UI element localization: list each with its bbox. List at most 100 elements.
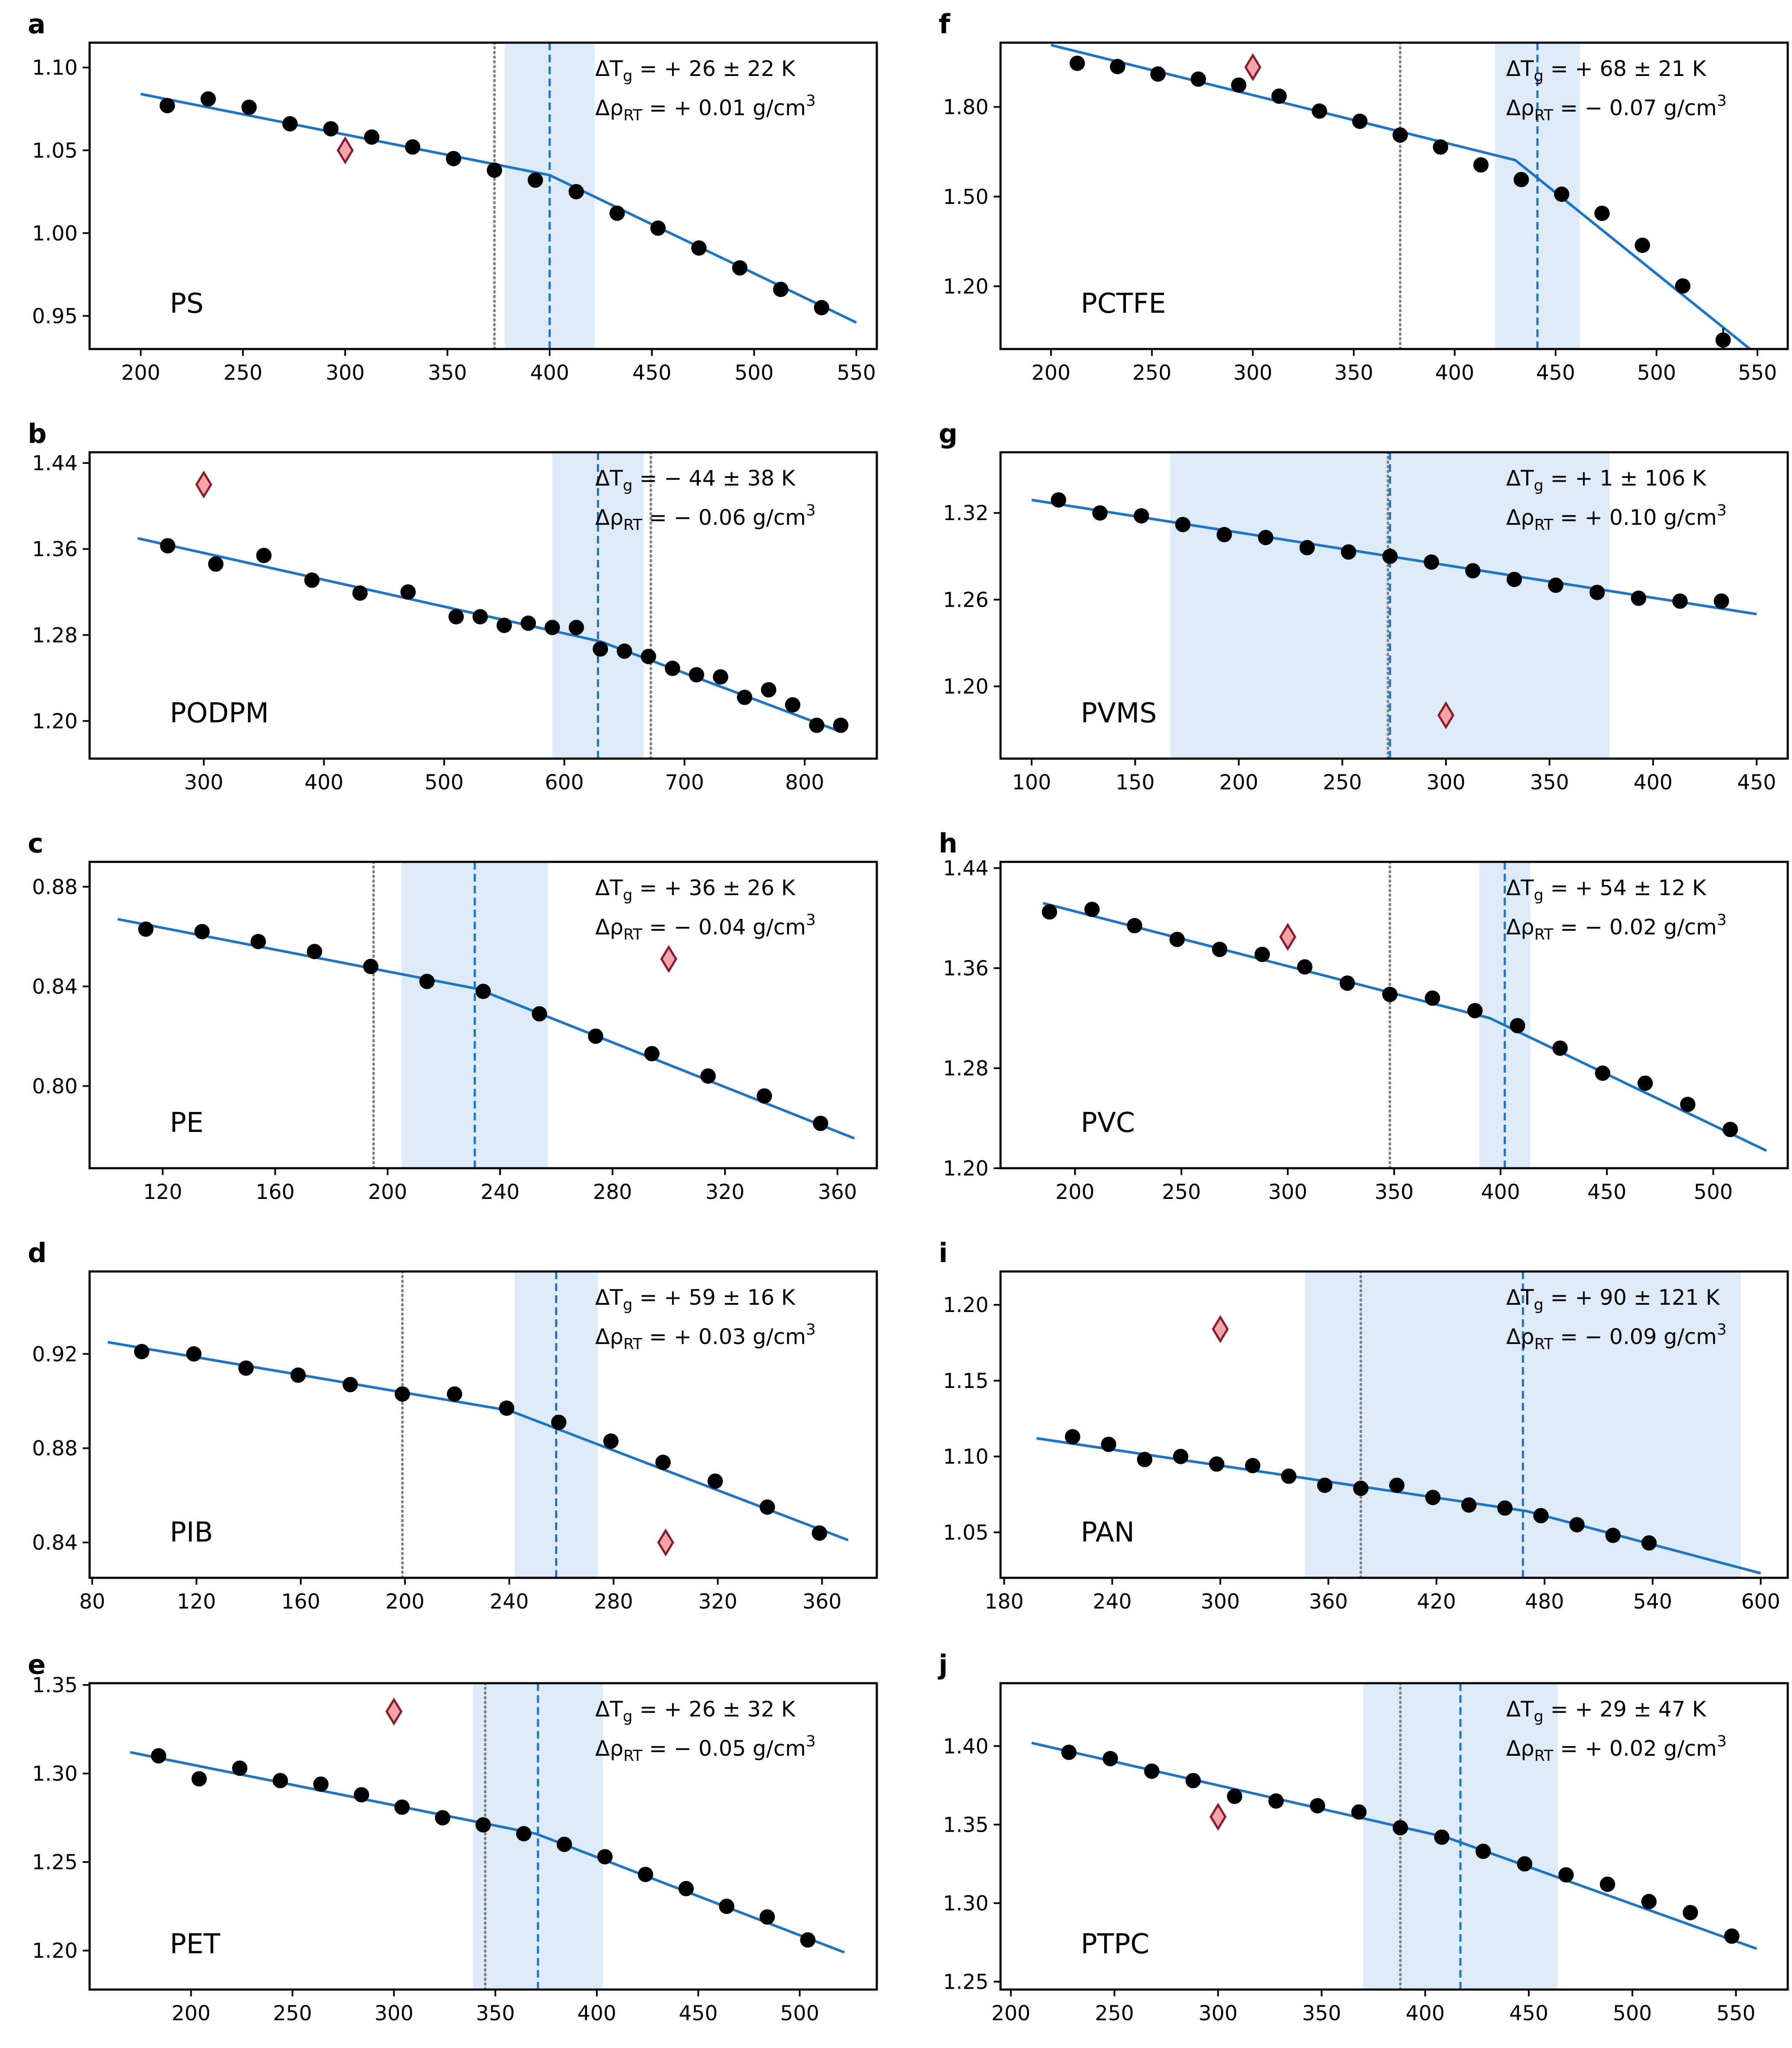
tg-uncertainty-band	[1363, 1683, 1558, 1990]
label-text: Δρ	[1506, 505, 1534, 530]
y-tick-label: 1.00	[32, 221, 78, 245]
data-point	[1475, 1843, 1491, 1859]
data-point	[400, 584, 416, 600]
label-text: = + 26 ± 32 K	[633, 1697, 796, 1722]
x-tick-label: 160	[256, 1180, 295, 1204]
chart-panel-g: 100 150 200 250 300 350 400 450 1.20 1.26 1.32 g PVM…	[939, 418, 1789, 794]
label-subscript: g	[623, 477, 633, 495]
data-point	[719, 1898, 735, 1914]
delta-rho-label: ΔρRT = − 0.04 g/cm3	[595, 911, 816, 943]
x-tick-label: 540	[1633, 1590, 1673, 1614]
data-point	[405, 139, 421, 155]
panel-letter: f	[939, 9, 951, 40]
data-point	[134, 1344, 150, 1359]
x-tick-label: 200	[385, 1590, 425, 1614]
x-tick-label: 360	[803, 1590, 842, 1614]
x-tick-label: 160	[281, 1590, 320, 1614]
data-point	[1558, 1867, 1574, 1883]
data-point	[1281, 1468, 1297, 1484]
label-subscript: RT	[1534, 516, 1553, 534]
x-tick-label: 450	[679, 2001, 718, 2025]
x-tick-label: 300	[326, 361, 365, 385]
data-point	[1061, 1745, 1077, 1760]
plot-area	[137, 452, 849, 759]
data-point	[544, 620, 560, 635]
x-tick-label: 240	[480, 1180, 520, 1204]
x-tick-label: 250	[1323, 771, 1362, 794]
data-point	[1392, 127, 1408, 143]
label-text: ΔT	[1506, 56, 1534, 81]
data-point	[486, 162, 502, 178]
data-point	[232, 1760, 247, 1776]
data-point	[1467, 1003, 1483, 1018]
label-subscript: RT	[623, 926, 643, 943]
data-point	[272, 1773, 288, 1789]
data-point	[1110, 59, 1126, 75]
data-point	[1425, 1489, 1441, 1505]
data-point	[568, 184, 584, 200]
data-point	[650, 220, 666, 236]
x-tick-label: 300	[374, 2001, 413, 2025]
x-tick-label: 500	[1637, 361, 1676, 385]
plot-area	[1031, 1683, 1757, 1990]
tg-uncertainty-band	[473, 1683, 603, 1990]
data-point	[363, 959, 378, 975]
x-tick-label: 200	[172, 2001, 211, 2025]
data-point	[1715, 332, 1731, 348]
y-tick-label: 1.28	[943, 1057, 989, 1081]
label-text: ΔT	[595, 466, 623, 491]
data-point	[1497, 1500, 1513, 1516]
chart-panel-e: 200 250 300 350 400 450 500 1.20 1.25 1.30 1.35e PE…	[28, 1649, 878, 2025]
y-tick-label: 1.20	[943, 675, 989, 699]
label-subscript: g	[1534, 67, 1544, 85]
data-point	[1513, 172, 1529, 187]
label-subscript: g	[1534, 477, 1544, 495]
label-text: ΔT	[595, 876, 623, 900]
label-text: = + 0.10 g/cm	[1553, 505, 1716, 530]
data-point	[603, 1433, 619, 1449]
y-tick-label: 0.88	[32, 875, 78, 899]
data-point	[1473, 157, 1489, 173]
data-point	[1423, 554, 1439, 570]
reference-point-diamond	[1212, 1315, 1229, 1343]
x-tick-label: 120	[177, 1590, 216, 1614]
fit-line	[140, 93, 857, 324]
label-subscript: RT	[1534, 1747, 1553, 1765]
data-point	[756, 1088, 772, 1104]
x-tick-label: 300	[184, 771, 224, 794]
x-tick-label: 240	[490, 1590, 529, 1614]
label-text: Δρ	[595, 505, 623, 530]
label-text: = + 36 ± 26 K	[633, 876, 796, 900]
x-tick-label: 400	[1481, 1180, 1520, 1204]
data-point	[1552, 1040, 1568, 1056]
y-tick-label: 0.95	[32, 304, 78, 328]
y-tick-label: 1.25	[32, 1850, 78, 1874]
label-subscript: g	[1534, 887, 1544, 904]
delta-tg-label: ΔTg = + 59 ± 16 K	[595, 1285, 796, 1314]
label-subscript: RT	[1534, 1335, 1553, 1353]
y-tick-label: 1.05	[943, 1521, 989, 1545]
data-point	[1680, 1097, 1696, 1112]
data-point	[1258, 529, 1274, 545]
data-point	[761, 682, 777, 698]
x-tick-label: 300	[1426, 771, 1466, 794]
data-point	[812, 1525, 827, 1541]
data-point	[773, 282, 788, 297]
data-point	[1299, 540, 1315, 556]
data-point	[678, 1881, 694, 1897]
reference-point-diamond	[195, 470, 212, 499]
delta-tg-label: ΔTg = + 68 ± 21 K	[1506, 56, 1707, 85]
x-tick-label: 400	[304, 771, 343, 794]
reference-point-diamond	[337, 136, 354, 165]
data-point	[1722, 1122, 1738, 1137]
data-point	[151, 1748, 166, 1764]
data-point	[655, 1455, 671, 1470]
data-point	[640, 649, 656, 664]
data-point	[250, 934, 266, 949]
panel-letter: b	[28, 418, 47, 449]
x-tick-label: 800	[785, 771, 824, 794]
polymer-name: PE	[170, 1107, 204, 1139]
x-tick-label: 280	[594, 1590, 633, 1614]
x-tick-label: 550	[1716, 2001, 1756, 2025]
data-point	[1510, 1018, 1525, 1033]
